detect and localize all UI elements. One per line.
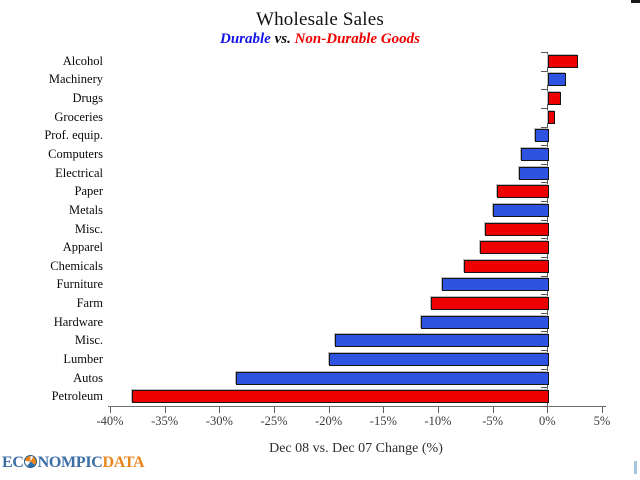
category-axis-tick <box>541 52 548 53</box>
x-tick-label: -25% <box>260 414 288 428</box>
bar-alcohol <box>548 54 578 68</box>
x-axis-tick <box>438 407 439 413</box>
category-label-autos: Autos <box>73 370 103 385</box>
category-axis-tick <box>541 275 548 277</box>
category-label-furniture: Furniture <box>56 277 103 292</box>
chart-subtitle: Durable vs. Non-Durable Goods <box>0 31 640 48</box>
category-label-drugs: Drugs <box>72 91 103 106</box>
category-label-prof-equip: Prof. equip. <box>44 128 103 143</box>
top-right-crop-mark <box>631 0 640 3</box>
bar-petroleum <box>131 390 550 404</box>
category-label-hardware: Hardware <box>53 314 103 329</box>
subtitle-durable-label: Durable <box>219 31 271 47</box>
x-tick-label: -5% <box>482 414 504 428</box>
category-axis-tick <box>541 238 548 240</box>
category-label-lumber: Lumber <box>63 351 103 366</box>
category-axis-tick <box>541 163 548 165</box>
x-axis-tick <box>383 407 385 413</box>
x-axis-tick <box>219 407 221 413</box>
x-axis-tick <box>274 407 275 413</box>
category-axis-tick <box>541 368 548 370</box>
x-tick-label: -40% <box>96 414 124 428</box>
category-label-apparel: Apparel <box>62 240 103 255</box>
bar-hardware <box>420 315 550 329</box>
category-label-groceries: Groceries <box>54 109 103 124</box>
category-axis-tick <box>541 107 548 109</box>
bar-drugs <box>548 92 562 106</box>
bar-groceries <box>548 110 555 124</box>
x-axis-tick <box>492 407 494 413</box>
category-label-paper: Paper <box>74 184 103 199</box>
x-axis-tick <box>328 407 330 413</box>
chart-title: Wholesale Sales <box>255 9 385 30</box>
category-axis-tick <box>541 331 548 333</box>
bar-machinery <box>548 73 566 87</box>
bar-metals <box>492 203 550 217</box>
x-axis-tick <box>164 407 166 413</box>
bar-electrical <box>518 166 550 180</box>
category-label-computers: Computers <box>48 146 103 161</box>
category-label-farm: Farm <box>76 296 103 311</box>
category-axis-tick <box>541 387 548 389</box>
x-tick-label: -30% <box>205 414 233 428</box>
econompic-logo[interactable]: EC NOMPICDATA <box>2 452 145 474</box>
bar-prof-equip <box>535 129 550 143</box>
category-label-machinery: Machinery <box>48 72 103 87</box>
x-tick-label: -20% <box>315 414 343 428</box>
x-tick-label: 0% <box>538 414 556 428</box>
category-label-misc: Misc. <box>74 333 103 348</box>
x-tick-label: 5% <box>593 414 611 428</box>
bar-paper <box>497 185 550 199</box>
logo-text-nompic: NOMPIC <box>37 454 103 471</box>
bar-farm <box>431 297 550 311</box>
category-axis-tick <box>541 89 548 91</box>
category-label-alcohol: Alcohol <box>62 53 103 68</box>
category-label-chemicals: Chemicals <box>50 258 103 273</box>
category-axis-tick <box>541 70 548 72</box>
category-label-metals: Metals <box>68 202 103 217</box>
x-tick-label: -10% <box>424 414 452 428</box>
category-label-petroleum: Petroleum <box>51 389 103 404</box>
x-axis-tick <box>110 407 111 413</box>
bar-computers <box>521 147 550 161</box>
category-axis-tick <box>541 201 548 203</box>
logo-text-ec: EC <box>2 454 24 471</box>
subtitle-non-durable-label: Non-Durable Goods <box>294 31 421 47</box>
bar-misc <box>335 334 550 348</box>
category-axis-tick <box>541 182 548 184</box>
logo-text-data: DATA <box>102 454 145 471</box>
x-axis-line <box>108 406 606 407</box>
bar-lumber <box>328 352 550 366</box>
category-axis-tick <box>541 406 548 407</box>
category-axis-tick <box>541 294 548 296</box>
bar-autos <box>235 371 550 385</box>
category-axis-tick <box>541 256 548 258</box>
category-axis-tick <box>541 312 548 314</box>
bottom-right-crop-mark <box>634 461 637 474</box>
bar-apparel <box>479 241 550 255</box>
subtitle-vs-label: vs. <box>270 31 295 47</box>
globe-icon <box>24 455 38 468</box>
category-label-misc: Misc. <box>74 221 103 236</box>
category-axis-tick <box>541 350 548 352</box>
x-axis-tick <box>602 407 603 413</box>
category-axis-tick <box>541 126 548 128</box>
x-axis-tick <box>547 407 549 413</box>
bar-chemicals <box>464 259 550 273</box>
x-tick-label: -35% <box>151 414 179 428</box>
x-tick-label: -15% <box>369 414 397 428</box>
x-axis-title: Dec 08 vs. Dec 07 Change (%) <box>269 441 443 456</box>
category-label-electrical: Electrical <box>55 165 103 180</box>
category-axis-tick <box>541 219 548 221</box>
bar-misc <box>485 222 550 236</box>
bar-furniture <box>442 278 550 292</box>
category-axis-tick <box>541 145 548 147</box>
